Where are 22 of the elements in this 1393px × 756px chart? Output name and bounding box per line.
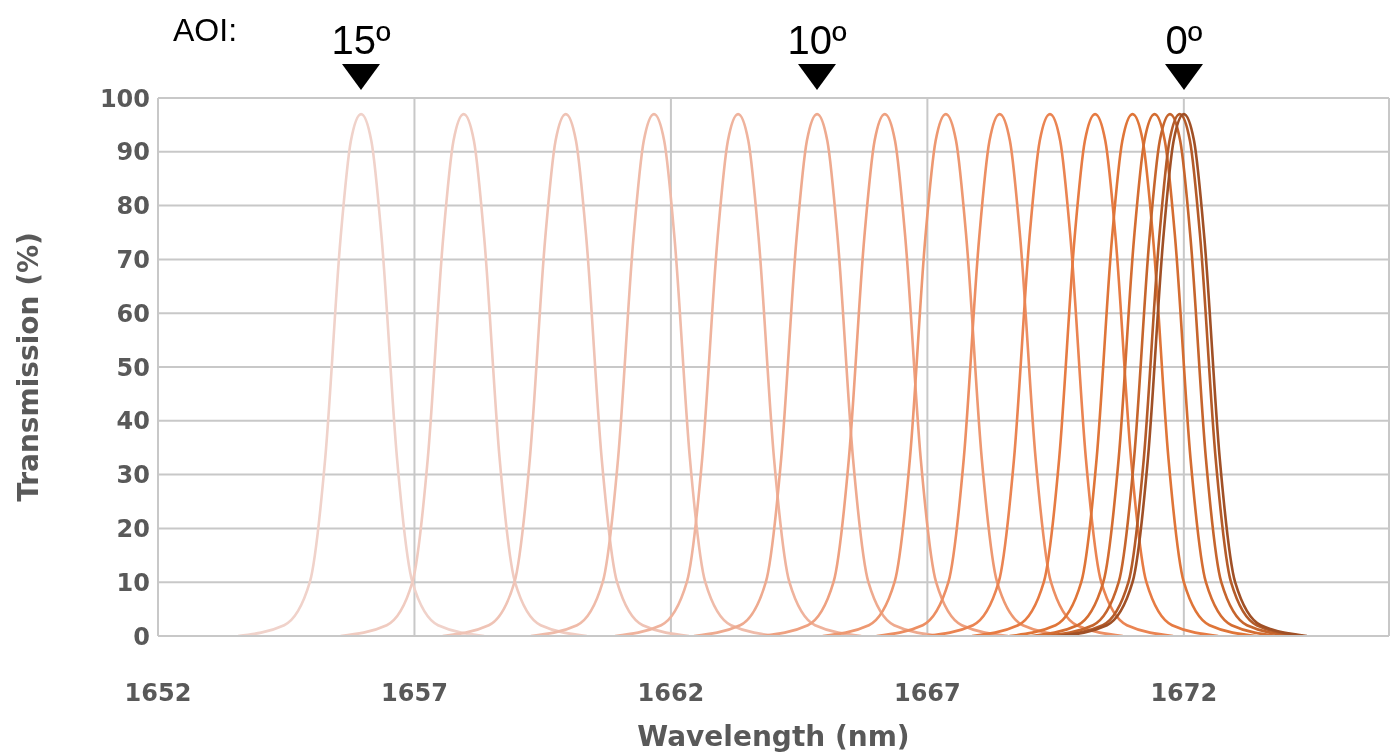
y-tick-label: 0 [133, 622, 150, 651]
x-axis-title: Wavelength (nm) [637, 720, 910, 753]
y-tick-label: 100 [99, 84, 150, 113]
text: 15º [330, 18, 392, 62]
y-tick-label: 50 [116, 353, 150, 382]
y-tick-label: 10 [116, 568, 150, 597]
text: AOI: [173, 12, 238, 49]
x-tick-label: 1672 [1150, 679, 1218, 708]
y-tick-label: 20 [116, 514, 150, 543]
y-tick-label: 60 [116, 299, 150, 328]
x-tick-label: 1657 [381, 679, 448, 708]
y-tick-label: 40 [116, 407, 150, 436]
y-tick-label: 30 [116, 461, 150, 490]
y-tick-label: 90 [116, 138, 150, 167]
y-tick-label: 70 [116, 245, 150, 274]
x-tick-label: 1662 [637, 679, 705, 708]
y-tick-label: 80 [116, 192, 150, 221]
x-tick-label: 1667 [893, 679, 961, 708]
text: 0º [1164, 18, 1204, 62]
y-axis-title: Transmission (%) [11, 232, 45, 502]
x-tick-label: 1652 [124, 679, 192, 708]
text: 10º [786, 18, 848, 62]
